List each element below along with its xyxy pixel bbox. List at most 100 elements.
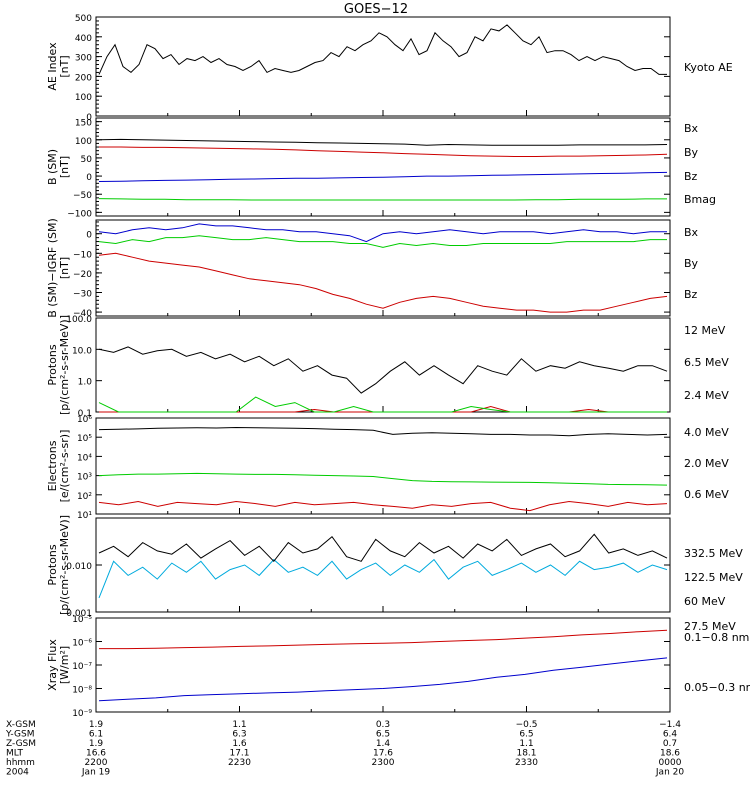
legend-entry: 0.1−0.8 nm [684,631,749,644]
footer-row-label: Y-GSM [5,730,34,740]
y-tick-label: −20 [73,270,92,280]
footer-value: 1.1 [232,720,246,730]
y-tick-label: 0 [86,173,92,183]
y-tick-label: 100 [75,137,92,147]
y-tick-label: 100 [75,93,92,103]
footer-value: 1.4 [376,739,391,749]
footer-value: 6.3 [232,730,246,740]
y-tick-label: 0.1 [78,409,92,419]
series-line-27-5-mev [98,533,668,563]
series-line-kyoto-ae [98,24,667,75]
series-line-bz [98,252,668,313]
y-axis-unit: [W/m²] [58,646,71,684]
y-axis-label: Xray Flux [46,639,59,691]
footer-row-label: hhmm [6,758,35,768]
y-tick-label: 10² [77,492,92,502]
legend-entry: 12 MeV [684,324,726,337]
footer-row-label: Z-GSM [6,739,36,749]
series-line-bx [98,223,667,243]
footer-value: 6.4 [663,730,678,740]
y-tick-label: 10⁶ [77,415,92,425]
footer-value: 18.6 [660,749,680,759]
footer-value: 2230 [228,758,251,768]
legend-entry: Bx [684,226,699,239]
y-tick-label: 500 [75,14,92,24]
footer-value: 2300 [372,758,395,768]
y-tick-label: 50 [81,155,93,165]
y-tick-label: 10⁵ [77,434,92,444]
footer-value: 1.6 [232,739,247,749]
panel-frame-protons-high [95,517,671,613]
y-tick-label: 10⁻⁸ [72,686,92,696]
legend-entry: 0.05−0.3 nm [684,681,750,694]
legend-entry: 27.5 MeV [684,620,736,633]
footer-ephemeris: X-GSM 1.9 1.1 0.3 −0.5 −1.4 Y-GSM 6.1 6.3 6.5 6.5 6… [5,720,684,778]
legend-entry: 4.0 MeV [684,426,729,439]
y-tick-label: 10.0 [72,346,92,356]
y-tick-label: 100.0 [66,315,92,325]
series-line-2-0-mev [98,472,668,486]
y-tick-label: −40 [73,309,92,319]
legend-entry: Bx [684,122,699,135]
legend-entry: 2.0 MeV [684,457,729,470]
y-tick-label: 0 [86,113,92,123]
y-tick-label: 0 [86,231,92,241]
y-tick-label: 0.001 [66,609,92,619]
series-line-0-05-0-3-nm [98,657,668,702]
series-line-0-6-mev [98,426,668,437]
series-line-4-0-mev [98,500,668,512]
series-line-by [98,198,667,201]
series-line-by [98,235,667,248]
footer-row-label: MLT [6,749,24,759]
footer-value: 1.9 [89,720,104,730]
legend-entry: Bz [684,288,698,301]
footer-row-label: X-GSM [6,720,36,730]
footer-value: 2330 [515,758,538,768]
footer-value: 0.7 [663,739,677,749]
y-axis-label: B (SM)−IGRF (SM) [46,218,59,318]
panel-frame-protons-low [95,317,671,413]
y-tick-label: 10¹ [77,511,92,521]
legend-entry: 0.6 MeV [684,488,729,501]
footer-value: Jan 20 [655,768,684,778]
y-axis-label: Protons [46,544,59,585]
y-tick-label: 10⁴ [77,453,92,463]
legend-entry: By [684,257,699,270]
y-tick-label: −30 [73,289,92,299]
y-axis-label: Electrons [46,440,59,491]
legend-entry: 122.5 MeV [684,571,743,584]
y-tick-label: 150 [75,119,92,129]
footer-value: −1.4 [659,720,681,730]
y-axis-unit: [nT] [58,55,71,77]
footer-value: 6.1 [89,730,103,740]
y-tick-label: 400 [75,34,92,44]
legend-entry: By [684,146,699,159]
panel-frame-ae [95,16,671,117]
legend-entry: Bmag [684,193,716,206]
footer-value: 2200 [85,758,108,768]
panel-frame-xray [95,617,671,713]
footer-value: 6.5 [519,730,533,740]
y-tick-label: −100 [67,209,92,219]
panel-frame-b [95,117,671,217]
footer-value: 17.1 [229,749,249,759]
y-tick-label: 300 [75,54,92,64]
footer-value: 16.6 [86,749,106,759]
y-tick-label: 10⁻⁶ [72,639,92,649]
y-axis-unit: [p/(cm²-s-sr-MeV)] [58,315,71,415]
footer-value: 1.9 [89,739,104,749]
y-tick-label: 10⁻⁹ [72,709,92,719]
y-tick-label: 10³ [77,473,92,483]
footer-value: 18.1 [516,749,536,759]
y-axis-label: Protons [46,344,59,385]
y-tick-label: 10⁻⁷ [72,662,92,672]
y-tick-label: 10⁻⁵ [72,615,92,625]
footer-value: 0.3 [376,720,390,730]
series-line-0-1-0-8-nm [99,629,668,650]
y-axis-label: AE Index [46,42,59,91]
legend-entry: 6.5 MeV [684,356,729,369]
footer-value: −0.5 [516,720,538,730]
panel-frame-b-igrf [95,219,671,317]
